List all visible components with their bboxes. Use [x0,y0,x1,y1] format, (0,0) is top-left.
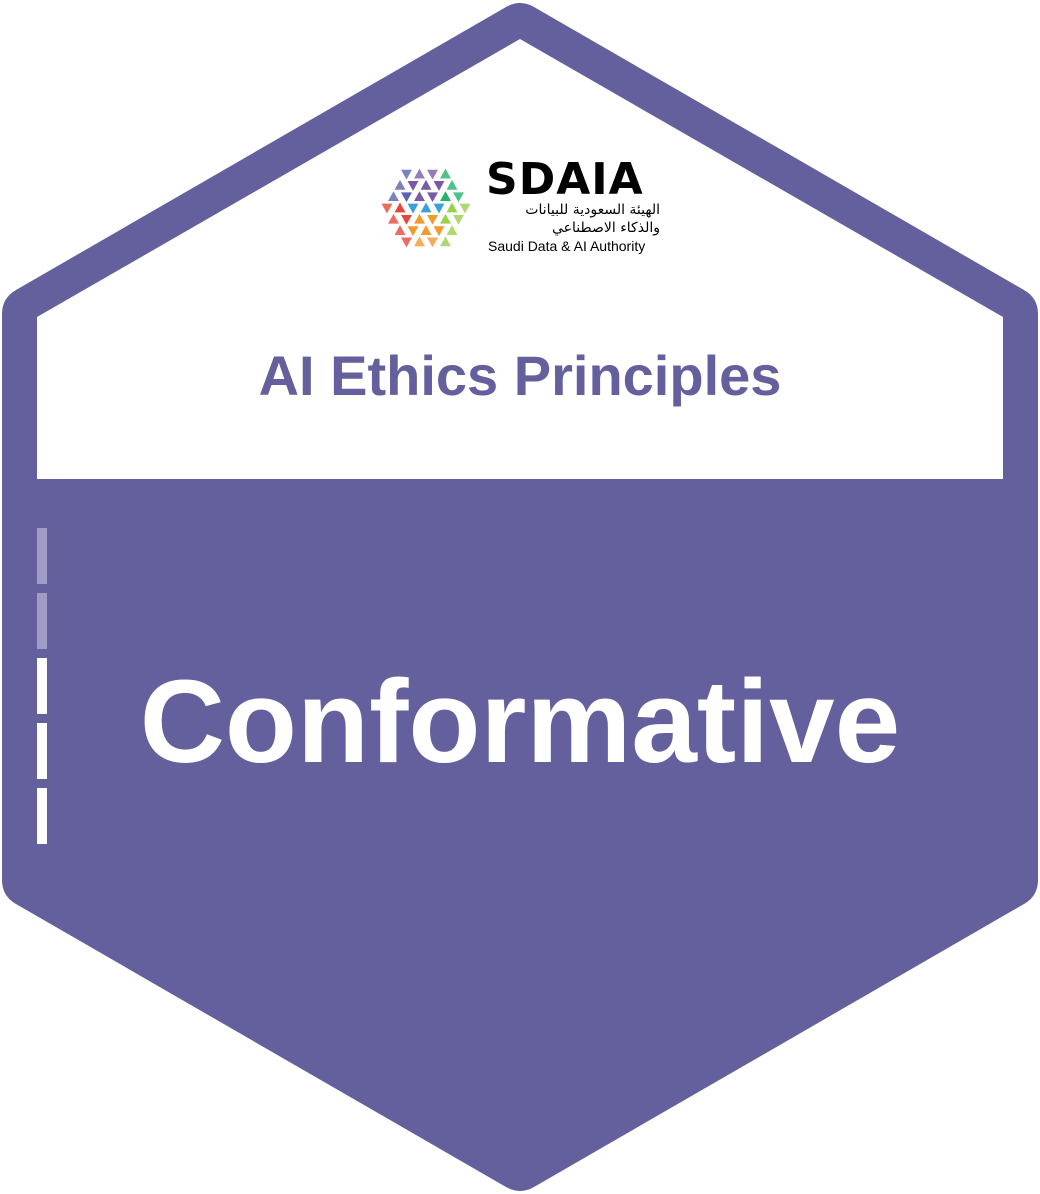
level-tick-filled [37,723,47,779]
logo-triangle [401,237,412,248]
level-tick-empty [37,528,47,584]
logo-arabic-line-1: الهيئة السعودية للبيانات [525,202,660,218]
logo-triangle [453,214,464,225]
logo-triangle [407,226,419,237]
logo-triangle [440,213,451,224]
sdaia-hexagon-triangles-icon [381,168,471,248]
logo-triangle [414,168,425,179]
level-tick-empty [37,593,47,649]
logo-triangle [420,179,432,190]
logo-triangle [433,226,445,237]
logo-triangle [433,203,445,214]
level-indicator [37,528,47,844]
logo-triangle [381,203,393,214]
logo-triangle [414,236,425,247]
logo-triangle [453,192,464,203]
logo-triangle [388,191,399,202]
badge-level-name: Conformative [139,656,901,788]
logo-triangle [427,214,438,225]
logo-triangle [427,169,438,180]
level-tick-filled [37,788,47,844]
logo-triangle [394,225,406,235]
badge-title: AI Ethics Principles [258,344,782,407]
logo-triangle [414,213,425,224]
logo-triangle [388,213,399,224]
logo-triangle [414,191,425,202]
logo-triangle [407,181,419,191]
logo-wordmark: SDAIA [486,154,644,205]
logo-arabic-line-2: والذكاء الاصطناعي [552,220,660,236]
logo-triangle [440,191,451,202]
logo-triangle [440,168,451,179]
logo-triangle [401,214,412,225]
logo-triangle [459,203,471,214]
logo-triangle [401,169,412,180]
logo-triangle [440,236,451,247]
badge-header-panel [37,39,1003,479]
logo-triangle [446,179,458,190]
logo-triangle [420,225,432,235]
logo-triangle [427,192,438,203]
logo-triangle [433,181,445,191]
logo-triangle [446,225,458,235]
logo-triangle [427,237,438,248]
logo-triangle [420,202,432,213]
logo-triangle [394,202,406,213]
logo-triangle [394,179,406,190]
logo-triangle [446,202,458,213]
logo-triangle [407,203,419,214]
logo-triangle [401,192,412,203]
logo-english-subtitle: Saudi Data & AI Authority [488,238,646,254]
level-tick-filled [37,658,47,714]
